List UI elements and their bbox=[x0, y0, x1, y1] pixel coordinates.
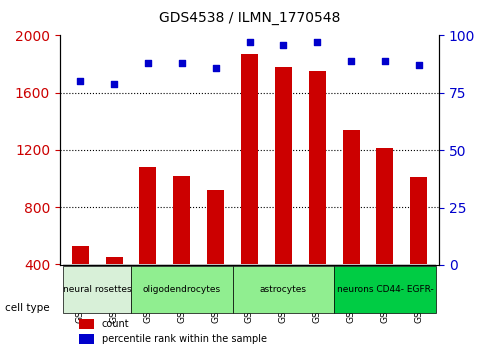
Point bbox=[110, 81, 118, 86]
Bar bbox=[72, 246, 89, 264]
Bar bbox=[368, 264, 402, 265]
FancyBboxPatch shape bbox=[334, 266, 436, 313]
Point bbox=[144, 60, 152, 66]
FancyBboxPatch shape bbox=[63, 266, 131, 313]
Text: astrocytes: astrocytes bbox=[260, 285, 307, 294]
Text: neurons CD44- EGFR-: neurons CD44- EGFR- bbox=[336, 285, 433, 294]
Text: cell type: cell type bbox=[5, 303, 49, 313]
Bar bbox=[300, 264, 334, 265]
Text: GDS4538 / ILMN_1770548: GDS4538 / ILMN_1770548 bbox=[159, 11, 340, 25]
Bar bbox=[334, 264, 368, 265]
Bar bbox=[233, 264, 266, 265]
Bar bbox=[410, 177, 427, 264]
Bar bbox=[376, 148, 393, 264]
Bar bbox=[402, 264, 436, 265]
Point bbox=[279, 42, 287, 47]
Bar bbox=[79, 319, 94, 329]
Text: neural rosettes: neural rosettes bbox=[63, 285, 131, 294]
Point bbox=[212, 65, 220, 70]
Point bbox=[313, 39, 321, 45]
Text: count: count bbox=[102, 319, 129, 329]
Bar bbox=[309, 71, 326, 264]
Point bbox=[76, 79, 84, 84]
Bar bbox=[173, 176, 190, 264]
Bar bbox=[79, 334, 94, 344]
Bar bbox=[63, 264, 97, 265]
Bar bbox=[131, 264, 165, 265]
Point bbox=[381, 58, 389, 63]
Point bbox=[415, 62, 423, 68]
Bar bbox=[241, 54, 258, 264]
FancyBboxPatch shape bbox=[233, 266, 334, 313]
Bar bbox=[343, 130, 360, 264]
FancyBboxPatch shape bbox=[131, 266, 233, 313]
Text: percentile rank within the sample: percentile rank within the sample bbox=[102, 334, 266, 344]
Bar bbox=[165, 264, 199, 265]
Text: oligodendrocytes: oligodendrocytes bbox=[143, 285, 221, 294]
Bar bbox=[266, 264, 300, 265]
Bar bbox=[275, 67, 292, 264]
Bar bbox=[106, 257, 123, 264]
Bar bbox=[97, 264, 131, 265]
Point bbox=[347, 58, 355, 63]
Point bbox=[246, 39, 253, 45]
Bar bbox=[207, 190, 224, 264]
Bar bbox=[199, 264, 233, 265]
Bar bbox=[139, 167, 156, 264]
Point bbox=[178, 60, 186, 66]
